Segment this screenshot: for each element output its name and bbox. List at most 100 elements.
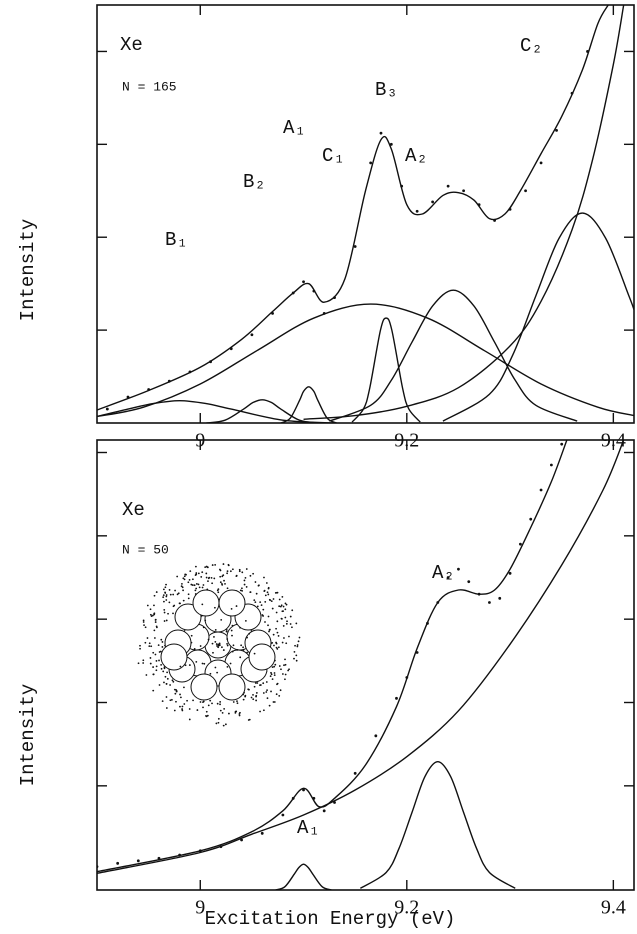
cluster-dot	[193, 584, 196, 587]
cluster-dot	[263, 589, 266, 592]
cluster-dot	[190, 634, 193, 637]
cluster-dot	[211, 582, 214, 585]
cluster-dot	[183, 703, 186, 705]
cluster-dot	[152, 614, 154, 617]
cluster-dot	[196, 709, 199, 711]
cluster-dot	[294, 644, 296, 647]
cluster-dot	[252, 693, 254, 696]
cluster-dot	[254, 682, 257, 684]
cluster-dot	[275, 693, 278, 696]
cluster-dot	[246, 636, 248, 639]
cluster-dot	[250, 696, 253, 699]
cluster-dot	[179, 705, 181, 708]
cluster-dot	[268, 630, 270, 633]
y-axis-label: Intensity	[17, 684, 39, 787]
cluster-dot	[202, 701, 204, 704]
cluster-dot	[195, 660, 198, 663]
cluster-dot	[201, 571, 204, 574]
cluster-dot	[242, 648, 245, 651]
cluster-dot	[262, 608, 265, 611]
cluster-dot	[202, 584, 205, 586]
cluster-dot	[244, 694, 247, 697]
data-point	[116, 861, 120, 865]
cluster-dot	[275, 641, 278, 644]
cluster-dot	[181, 705, 184, 708]
data-point	[488, 601, 491, 604]
cluster-dot	[153, 604, 155, 607]
data-point	[240, 838, 243, 842]
cluster-dot	[243, 579, 246, 582]
data-point	[260, 831, 264, 835]
cluster-dot	[195, 583, 198, 585]
cluster-dot	[254, 581, 257, 583]
cluster-dot	[199, 645, 202, 647]
cluster-dot	[176, 575, 179, 578]
cluster-dot	[282, 605, 285, 608]
cluster-dot	[226, 642, 228, 645]
annotation: C₁	[322, 145, 345, 167]
cluster-dot	[298, 636, 301, 639]
data-point	[136, 859, 140, 863]
cluster-dot	[176, 593, 179, 596]
cluster-dot	[214, 564, 217, 566]
data-point	[369, 161, 373, 165]
cluster-dot	[284, 602, 287, 605]
cluster-dot	[191, 584, 194, 586]
curve	[359, 760, 516, 889]
cluster-dot	[267, 586, 270, 589]
cluster-dot	[276, 648, 279, 650]
cluster-dot	[287, 669, 290, 672]
data-point	[457, 567, 460, 571]
x-axis-label: Excitation Energy (eV)	[205, 908, 456, 930]
cluster-dot	[240, 644, 243, 647]
cluster-dot	[263, 576, 265, 579]
cluster-dot	[265, 681, 268, 683]
cluster-dot	[146, 637, 149, 639]
cluster-dot	[182, 589, 184, 592]
cluster-dot	[231, 650, 234, 653]
cluster-dot	[220, 619, 223, 621]
x-tick-label: 9	[195, 897, 205, 919]
cluster-dot	[272, 633, 275, 636]
cluster-dot	[285, 603, 288, 606]
annotation: B₁	[165, 229, 188, 251]
cluster-dot	[177, 592, 180, 595]
cluster-dot	[216, 702, 219, 705]
cluster-dot	[238, 568, 241, 571]
cluster-dot	[238, 570, 241, 573]
cluster-dot	[281, 617, 283, 620]
cluster-dot	[249, 591, 252, 594]
cluster-dot	[221, 575, 224, 578]
cluster-dot	[160, 667, 163, 670]
cluster-dot	[275, 611, 278, 614]
cluster-dot	[279, 689, 282, 692]
cluster-dot	[197, 583, 200, 586]
cluster-dot	[183, 578, 186, 581]
cluster-dot	[217, 717, 220, 720]
cluster-dot	[214, 640, 217, 643]
cluster-dot	[217, 721, 220, 724]
cluster-dot	[262, 682, 265, 685]
cluster-dot	[158, 684, 161, 686]
cluster-dot	[165, 595, 168, 598]
cluster-dot	[249, 574, 252, 577]
cluster-dot	[271, 607, 274, 610]
cluster-dot	[272, 701, 275, 703]
cluster-dot	[163, 681, 165, 684]
cluster-dot	[258, 584, 260, 587]
cluster-dot	[182, 599, 185, 602]
cluster-dot	[145, 674, 148, 676]
cluster-dot	[267, 615, 270, 618]
cluster-dot	[142, 621, 145, 623]
cluster-dot	[189, 570, 192, 572]
cluster-dot	[230, 608, 233, 610]
cluster-dot	[256, 605, 259, 608]
cluster-dot	[193, 648, 196, 650]
cluster-dot	[222, 563, 225, 565]
cluster-dot	[248, 718, 251, 721]
cluster-dot	[266, 689, 268, 692]
cluster-dot	[152, 666, 155, 668]
cluster-dot	[231, 568, 234, 571]
cluster-dot	[202, 706, 204, 709]
cluster-dot	[296, 644, 299, 646]
